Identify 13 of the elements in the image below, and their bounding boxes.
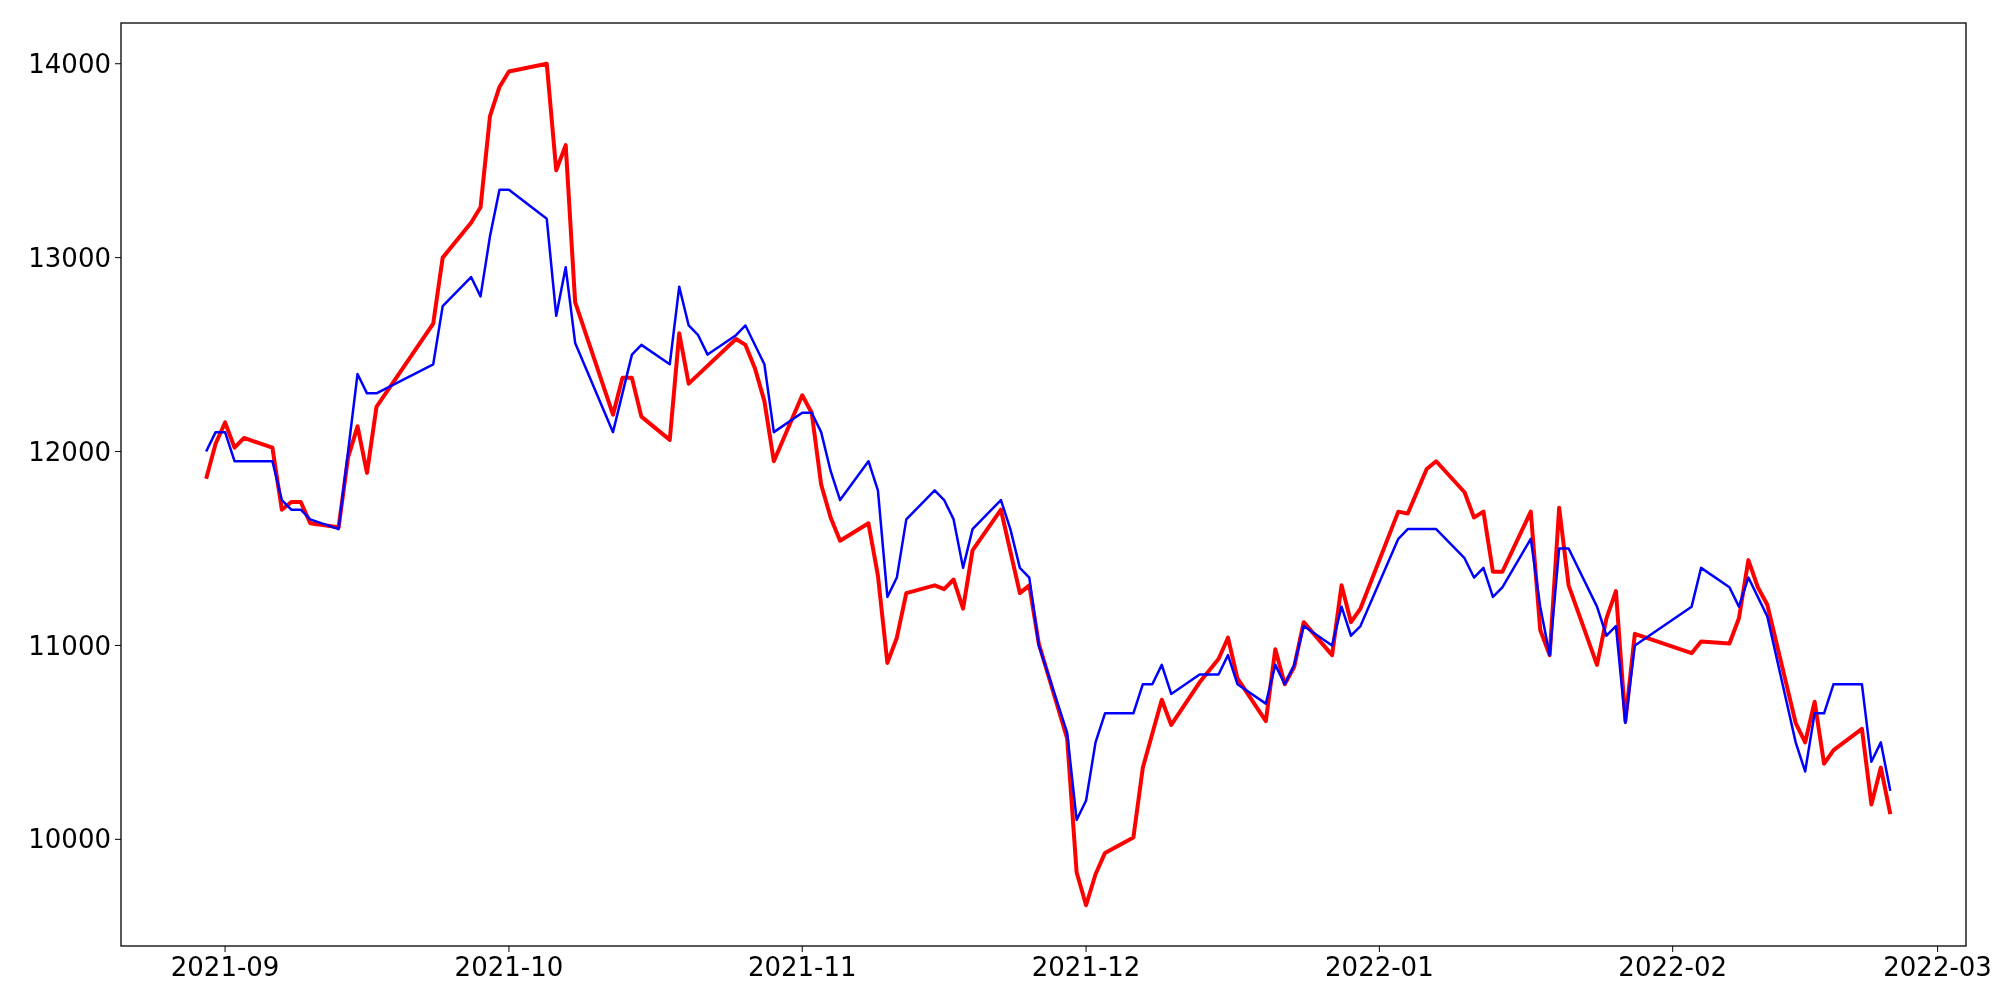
x-tick-label: 2021-11 — [747, 952, 857, 982]
x-tick-label: 2021-09 — [170, 952, 280, 982]
y-tick-label: 13000 — [28, 242, 111, 273]
x-tick-label: 2021-12 — [1031, 952, 1141, 982]
y-tick-label: 14000 — [28, 48, 111, 79]
x-tick-label: 2022-02 — [1618, 952, 1728, 982]
line-series — [204, 188, 1892, 822]
y-tick-label: 10000 — [28, 824, 111, 855]
x-tick-label: 2022-01 — [1325, 952, 1434, 982]
y-tick-label: 11000 — [28, 630, 111, 661]
y-tick-label: 12000 — [28, 436, 111, 467]
x-tick-label: 2022-03 — [1883, 952, 1992, 982]
x-tick-label: 2021-10 — [454, 952, 564, 982]
